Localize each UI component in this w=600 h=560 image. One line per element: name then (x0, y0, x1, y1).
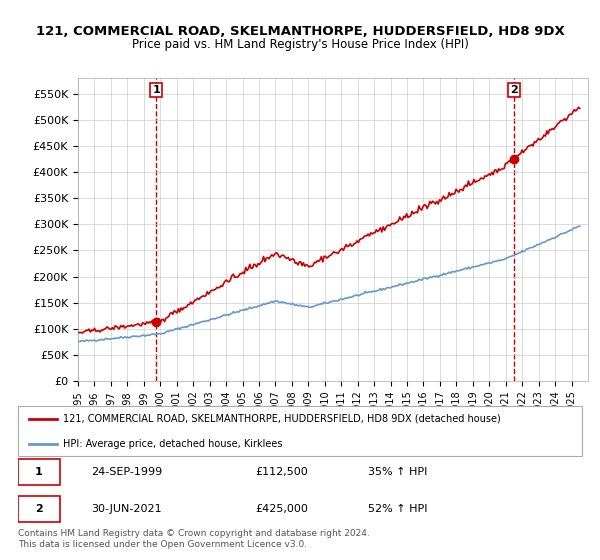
Text: Price paid vs. HM Land Registry's House Price Index (HPI): Price paid vs. HM Land Registry's House … (131, 38, 469, 51)
Text: 52% ↑ HPI: 52% ↑ HPI (368, 504, 427, 514)
Text: 30-JUN-2021: 30-JUN-2021 (91, 504, 162, 514)
Text: HPI: Average price, detached house, Kirklees: HPI: Average price, detached house, Kirk… (63, 439, 283, 449)
FancyBboxPatch shape (18, 406, 582, 456)
Text: 1: 1 (152, 85, 160, 95)
Text: 35% ↑ HPI: 35% ↑ HPI (368, 467, 427, 477)
FancyBboxPatch shape (18, 459, 60, 485)
Text: 121, COMMERCIAL ROAD, SKELMANTHORPE, HUDDERSFIELD, HD8 9DX: 121, COMMERCIAL ROAD, SKELMANTHORPE, HUD… (35, 25, 565, 38)
Text: 2: 2 (510, 85, 518, 95)
Text: 1: 1 (35, 467, 43, 477)
Text: Contains HM Land Registry data © Crown copyright and database right 2024.
This d: Contains HM Land Registry data © Crown c… (18, 529, 370, 549)
Text: £425,000: £425,000 (255, 504, 308, 514)
Text: 121, COMMERCIAL ROAD, SKELMANTHORPE, HUDDERSFIELD, HD8 9DX (detached house): 121, COMMERCIAL ROAD, SKELMANTHORPE, HUD… (63, 414, 501, 423)
Text: 2: 2 (35, 504, 43, 514)
Text: £112,500: £112,500 (255, 467, 308, 477)
Text: 24-SEP-1999: 24-SEP-1999 (91, 467, 163, 477)
FancyBboxPatch shape (18, 496, 60, 522)
